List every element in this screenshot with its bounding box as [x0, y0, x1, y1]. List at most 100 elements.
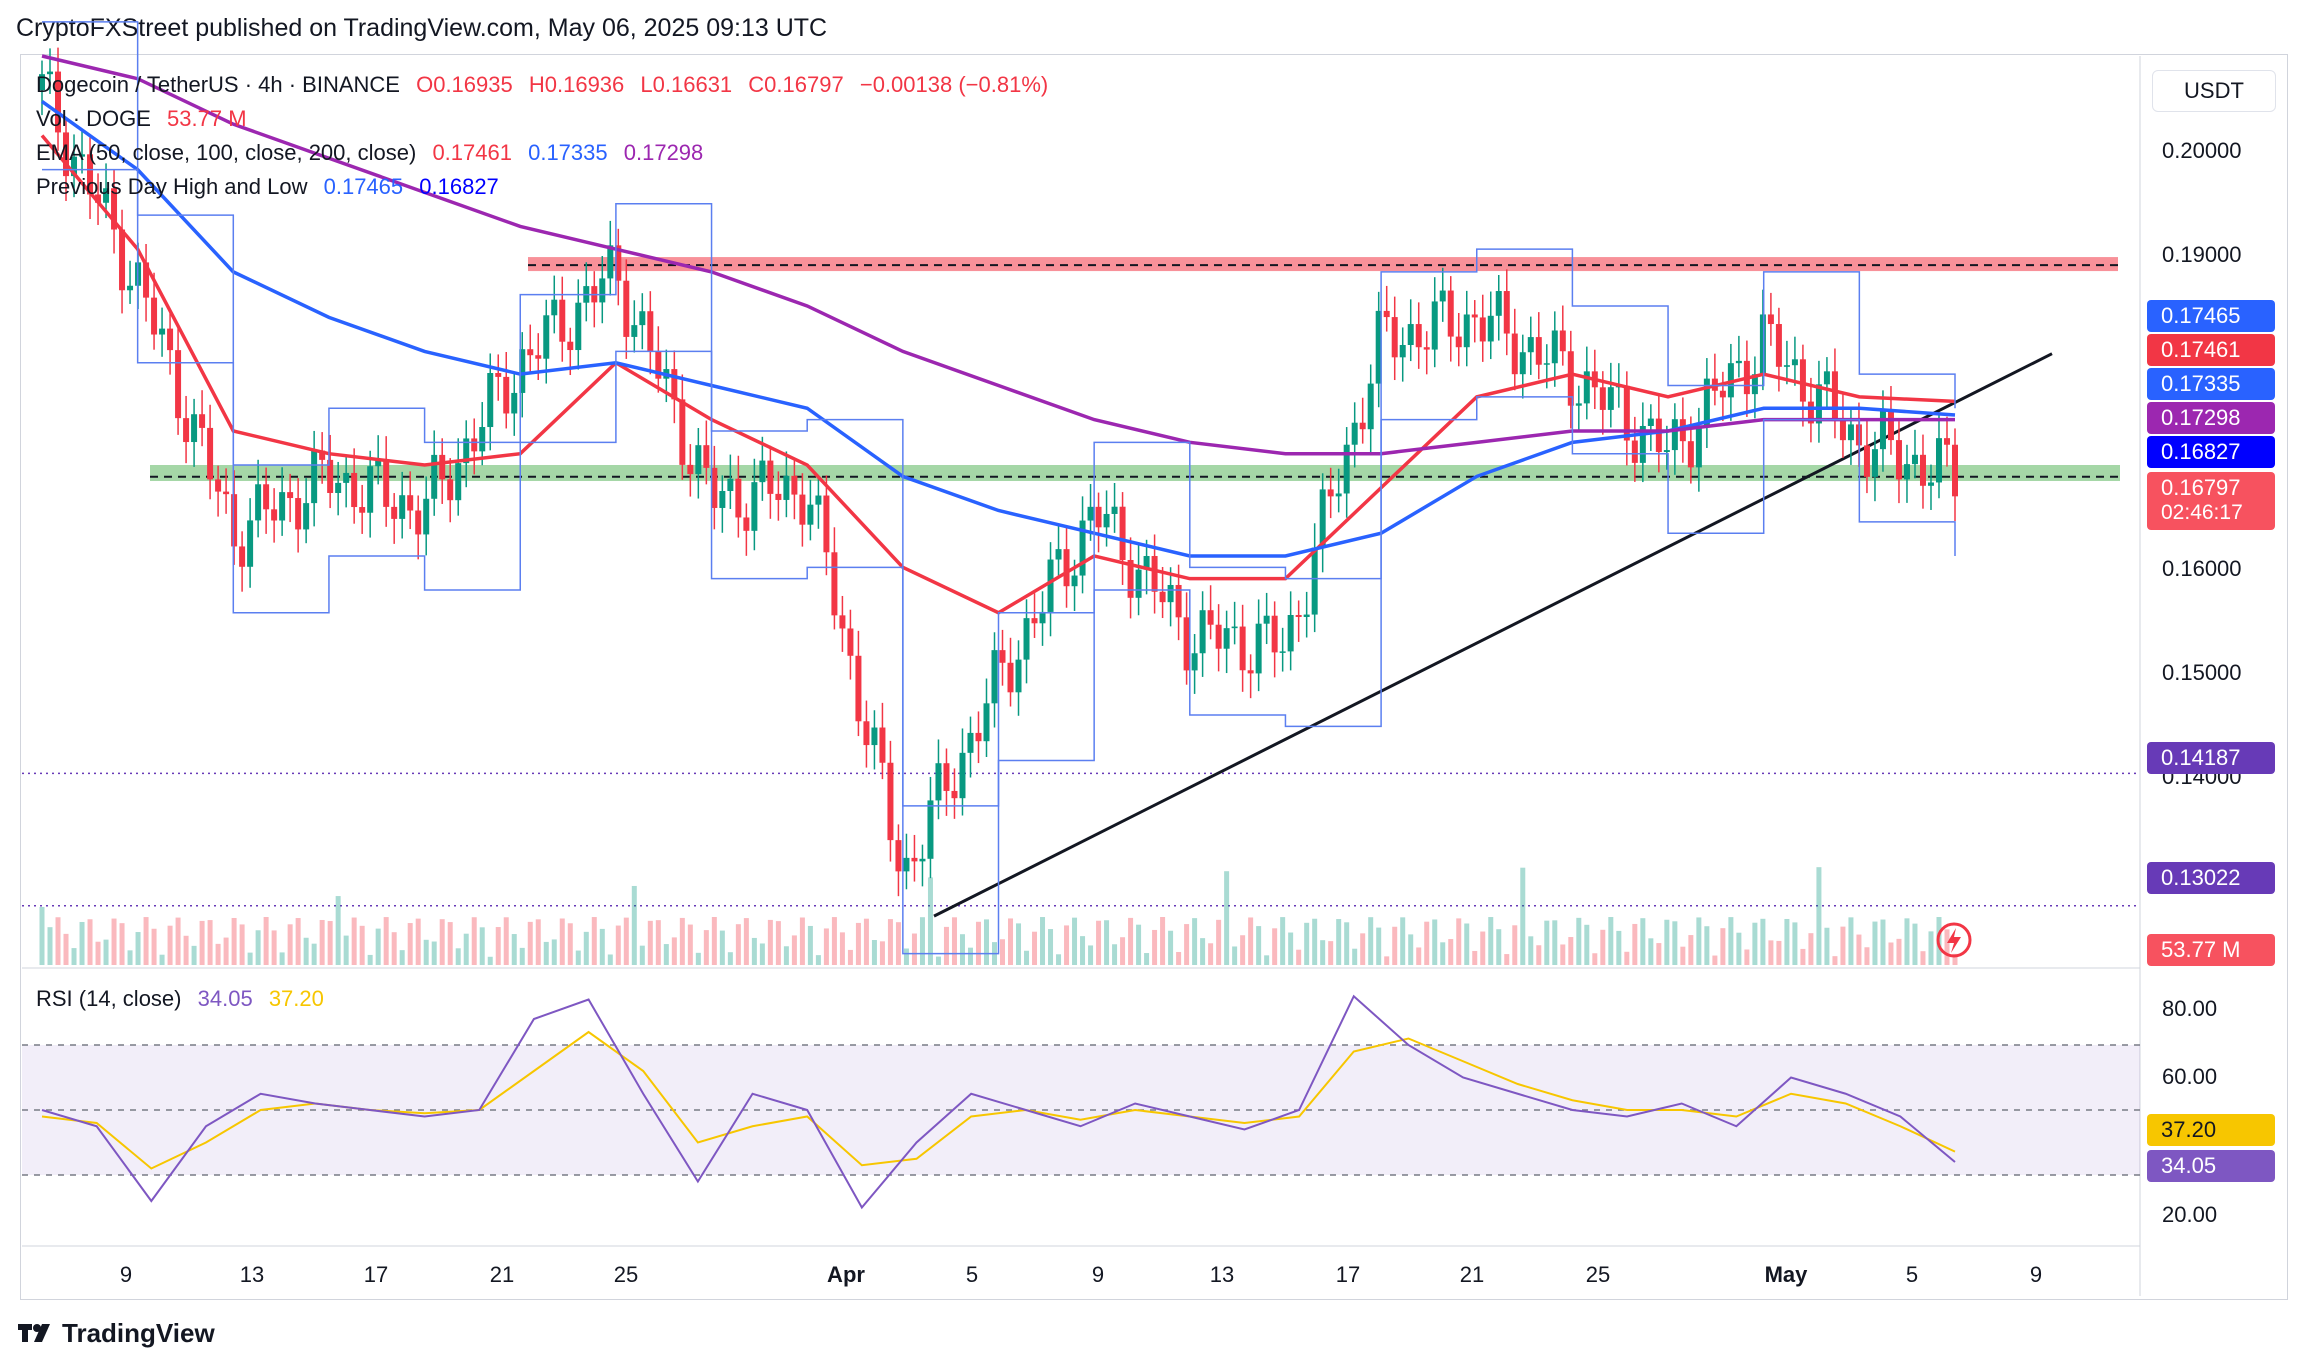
- candle-body: [463, 438, 470, 464]
- volume-bar: [903, 948, 909, 965]
- volume-bar: [1512, 925, 1518, 965]
- candle-body: [1535, 337, 1542, 365]
- candle-body: [95, 194, 102, 203]
- volume-bar: [1432, 919, 1438, 965]
- resistance-zone: [528, 257, 2118, 272]
- volume-label[interactable]: Vol · DOGE: [36, 106, 151, 131]
- volume-bar: [1400, 917, 1406, 965]
- candle-body: [1583, 371, 1590, 404]
- ema-line-ema200: [41, 54, 1955, 456]
- candle-body: [1495, 291, 1502, 316]
- volume-bar: [1648, 938, 1654, 965]
- level-price-tag: 0.14187: [2147, 742, 2275, 774]
- symbol-name[interactable]: Dogecoin / TetherUS · 4h · BINANCE: [36, 72, 400, 97]
- volume-bar: [1736, 932, 1742, 965]
- volume-bar: [1808, 933, 1814, 965]
- volume-bar: [1848, 917, 1854, 965]
- volume-bar: [1656, 943, 1662, 965]
- volume-bar: [423, 939, 429, 965]
- volume-bar: [1584, 924, 1590, 965]
- candle-body: [1871, 449, 1878, 477]
- rsi-label[interactable]: RSI (14, close): [36, 986, 182, 1011]
- volume-bar: [871, 940, 877, 965]
- candle-body: [327, 459, 334, 493]
- rsi-ma-value: 37.20: [268, 986, 324, 1011]
- volume-bar: [519, 947, 525, 965]
- volume-bar: [1856, 934, 1862, 965]
- time-tick: 25: [613, 1262, 639, 1287]
- candle-body: [519, 349, 526, 393]
- candle-body: [1623, 385, 1630, 441]
- volume-bar: [1920, 951, 1926, 965]
- candle-body: [535, 355, 542, 359]
- candle-body: [1783, 365, 1790, 367]
- volume-bar: [103, 939, 109, 965]
- candle-body: [1231, 626, 1238, 629]
- candle-body: [1087, 506, 1094, 521]
- volume-bar: [727, 952, 733, 965]
- ohlc-change: −0.00138 (−0.81%): [859, 72, 1049, 97]
- time-tick: 9: [119, 1262, 133, 1287]
- volume-bar: [559, 918, 565, 965]
- ohlc-close: C0.16797: [748, 72, 844, 97]
- ohlc-open: O0.16935: [416, 72, 513, 97]
- volume-bar: [511, 934, 517, 965]
- candle-body: [1359, 422, 1366, 430]
- volume-bar: [1240, 935, 1246, 965]
- candle-body: [1343, 444, 1350, 494]
- candle-body: [1319, 489, 1326, 548]
- volume-bar: [215, 943, 221, 965]
- candle-body: [767, 460, 774, 494]
- candle-body: [335, 482, 342, 493]
- candle-body: [1023, 618, 1030, 660]
- currency-selector[interactable]: USDT: [2152, 70, 2276, 112]
- volume-bar: [1832, 956, 1838, 965]
- candle-body: [687, 464, 694, 475]
- footer-brand[interactable]: TradingView: [16, 1318, 215, 1351]
- candle-body: [63, 132, 70, 177]
- time-tick: 21: [489, 1262, 515, 1287]
- volume-bar: [1136, 924, 1142, 965]
- candle-body: [1927, 482, 1934, 486]
- pdhl-label[interactable]: Previous Day High and Low: [36, 174, 308, 199]
- volume-bar: [447, 922, 453, 965]
- candle-body: [927, 800, 934, 859]
- candle-body: [143, 262, 150, 298]
- volume-value: 53.77 M: [167, 106, 247, 131]
- candle-body: [1903, 464, 1910, 480]
- volume-bar: [647, 920, 653, 965]
- candle-body: [615, 245, 622, 281]
- volume-bar: [751, 937, 757, 965]
- volume-bar: [919, 917, 925, 965]
- candle-body: [487, 373, 494, 428]
- candle-body: [975, 732, 982, 742]
- time-tick: 25: [1585, 1262, 1611, 1287]
- candle-body: [671, 369, 678, 400]
- chart-canvas[interactable]: [0, 0, 2308, 1300]
- time-tick: 9: [1091, 1262, 1105, 1287]
- candle-body: [1575, 403, 1582, 406]
- candle-body: [1663, 450, 1670, 453]
- level-price-tag: 0.13022: [2147, 862, 2275, 894]
- candle-body: [439, 454, 446, 480]
- time-tick: 17: [1335, 1262, 1361, 1287]
- candle-body: [1879, 410, 1886, 450]
- volume-bar: [39, 907, 45, 965]
- volume-bar: [151, 928, 157, 965]
- candle-body: [247, 520, 254, 567]
- ohlc-high: H0.16936: [528, 72, 625, 97]
- candle-body: [847, 628, 854, 656]
- publish-info: CryptoFXStreet published on TradingView.…: [16, 14, 828, 42]
- volume-bar: [87, 919, 93, 965]
- price-tick: 0.16000: [2162, 556, 2242, 581]
- time-tick: 5: [965, 1262, 979, 1287]
- candle-body: [575, 302, 582, 351]
- candle-body: [1327, 489, 1334, 497]
- ema-label[interactable]: EMA (50, close, 100, close, 200, close): [36, 140, 417, 165]
- legend-rsi-row: RSI (14, close) 34.05 37.20: [36, 986, 334, 1012]
- candle-body: [855, 655, 862, 722]
- volume-bar: [879, 941, 885, 965]
- volume-bar: [191, 945, 197, 965]
- volume-bar: [831, 917, 837, 965]
- volume-bar: [815, 955, 821, 965]
